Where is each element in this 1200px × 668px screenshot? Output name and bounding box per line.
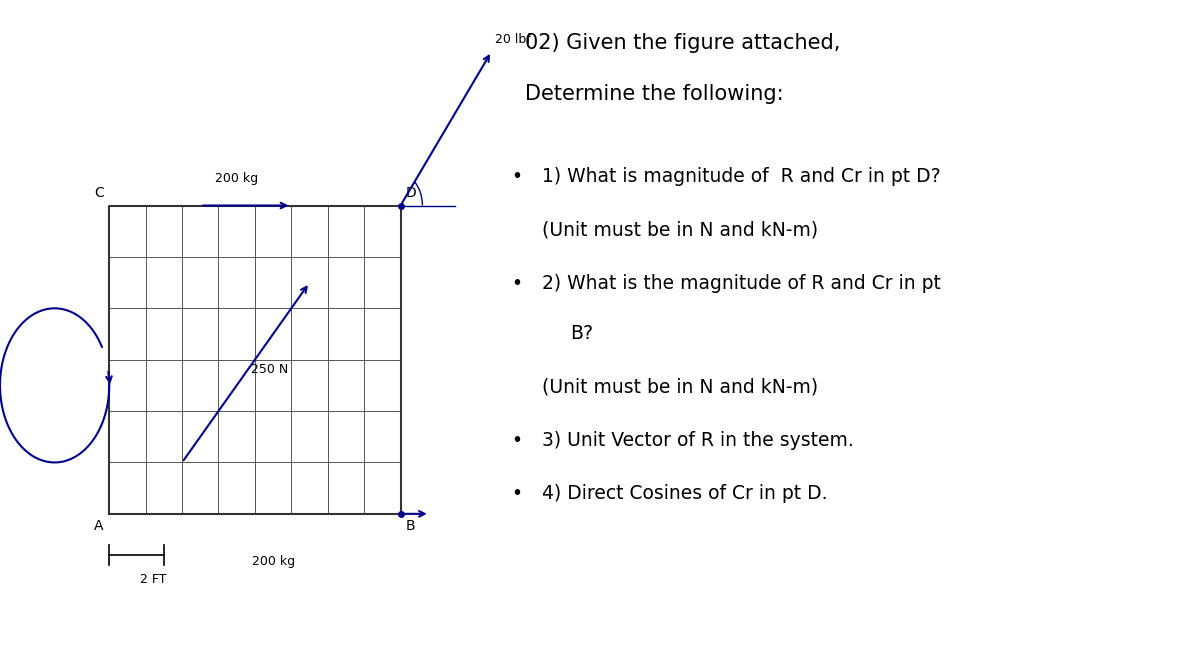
Text: •: •: [511, 484, 522, 503]
Text: B: B: [406, 519, 415, 533]
Text: 1) What is magnitude of  R and Cr in pt D?: 1) What is magnitude of R and Cr in pt D…: [542, 167, 941, 186]
Text: •: •: [511, 167, 522, 186]
Text: (Unit must be in N and kN-m): (Unit must be in N and kN-m): [542, 220, 818, 239]
Text: •: •: [511, 431, 522, 450]
Text: (Unit must be in N and kN-m): (Unit must be in N and kN-m): [542, 377, 818, 396]
Text: 250 N: 250 N: [251, 363, 288, 377]
Text: 20 lbf: 20 lbf: [496, 33, 530, 46]
Text: Determine the following:: Determine the following:: [524, 84, 784, 104]
Text: 02) Given the figure attached,: 02) Given the figure attached,: [524, 33, 840, 53]
Text: C: C: [94, 186, 103, 200]
Text: 200 kg: 200 kg: [215, 172, 258, 185]
Text: •: •: [511, 274, 522, 293]
Text: B?: B?: [570, 324, 593, 343]
Text: 200 kg: 200 kg: [252, 555, 295, 568]
Text: 2) What is the magnitude of R and Cr in pt: 2) What is the magnitude of R and Cr in …: [542, 274, 941, 293]
Text: 3) Unit Vector of R in the system.: 3) Unit Vector of R in the system.: [542, 431, 854, 450]
Text: D: D: [406, 186, 416, 200]
Text: 2 FT: 2 FT: [140, 573, 167, 586]
Text: 4) Direct Cosines of Cr in pt D.: 4) Direct Cosines of Cr in pt D.: [542, 484, 828, 503]
Text: A: A: [95, 519, 103, 533]
